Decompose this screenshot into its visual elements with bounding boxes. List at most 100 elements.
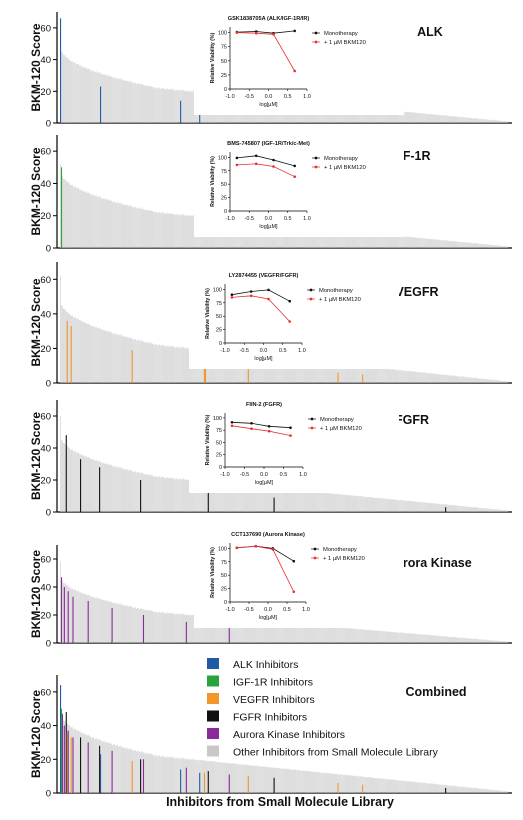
bar (74, 317, 75, 383)
bar (83, 734, 85, 793)
highlight-bar (67, 730, 69, 793)
bar (135, 206, 136, 248)
bar (281, 622, 282, 643)
bar (320, 228, 321, 248)
bar (212, 617, 214, 643)
bar (464, 787, 465, 793)
bar (399, 370, 400, 383)
bar (88, 192, 90, 248)
bar (490, 508, 492, 512)
bar (423, 113, 424, 123)
bar (176, 478, 177, 512)
bar (394, 110, 396, 123)
bar (346, 364, 348, 383)
bar (82, 190, 84, 248)
inset-point (293, 29, 297, 33)
bar (165, 477, 167, 512)
bar (301, 226, 302, 248)
inset-x-tick-label: 1.0 (303, 94, 311, 100)
inset-x-tick-label: -0.5 (244, 607, 253, 613)
bar (437, 504, 439, 512)
bar (254, 486, 256, 512)
bar (365, 366, 366, 383)
bar (174, 213, 175, 248)
bar (467, 787, 469, 793)
inset-y-tick-label: 25 (216, 328, 222, 334)
bar (328, 362, 330, 383)
bar (294, 623, 296, 643)
bar (163, 756, 165, 793)
bar (178, 347, 179, 383)
bar (194, 480, 195, 512)
bar (435, 635, 437, 643)
bar (462, 376, 463, 383)
bar (134, 607, 135, 643)
bar (121, 468, 122, 512)
bar (91, 459, 93, 512)
bar (463, 116, 464, 123)
bar (115, 78, 116, 123)
bar (463, 786, 464, 793)
bar (297, 769, 298, 793)
bar (145, 473, 147, 512)
bar (432, 503, 434, 512)
inset-y-tick-label: 75 (221, 169, 227, 175)
bar (103, 462, 105, 512)
bar (284, 358, 285, 383)
bar (226, 483, 228, 512)
bar (384, 498, 385, 512)
bar (138, 471, 139, 512)
bar (141, 752, 143, 793)
bar (415, 371, 417, 383)
bar (387, 110, 389, 123)
bar (321, 228, 322, 248)
bar (318, 772, 319, 793)
bar (227, 763, 229, 793)
bar (72, 61, 73, 123)
bar (99, 196, 100, 248)
bar (349, 231, 351, 248)
bar (499, 245, 500, 248)
inset-chart: CCT137690 (Aurora Kinase)0255075100-1.0-… (194, 529, 404, 628)
y-axis-title: BKM-120 Score (29, 147, 43, 235)
bar (324, 492, 325, 512)
bar (324, 625, 325, 643)
bar (141, 339, 142, 383)
bar (489, 380, 491, 383)
bar (204, 760, 206, 793)
bar (176, 347, 177, 383)
bar (450, 241, 452, 248)
bar (345, 775, 347, 793)
bar (407, 370, 409, 383)
bar (422, 634, 423, 643)
bar (206, 481, 208, 512)
bar (398, 780, 399, 793)
bar (251, 355, 253, 383)
bar (327, 362, 329, 383)
bar (480, 507, 481, 512)
bar (389, 109, 391, 123)
inset-y-tick-label: 25 (221, 587, 227, 593)
bar (404, 370, 405, 383)
bar (467, 787, 468, 793)
bar (212, 482, 214, 512)
bar (78, 318, 79, 383)
bar (417, 782, 419, 793)
bar (118, 79, 119, 123)
bar (486, 789, 487, 793)
bar (73, 186, 74, 248)
inset-background (194, 13, 404, 115)
bar (452, 375, 454, 383)
bar (97, 598, 98, 643)
bar (466, 242, 467, 248)
bar (444, 240, 445, 248)
bar (151, 610, 153, 643)
bar (172, 345, 174, 383)
bar (474, 639, 476, 643)
bar (108, 75, 110, 123)
bar (115, 603, 116, 643)
bar (408, 112, 410, 123)
bar (147, 210, 149, 248)
bar (73, 729, 74, 793)
bar (311, 361, 313, 383)
